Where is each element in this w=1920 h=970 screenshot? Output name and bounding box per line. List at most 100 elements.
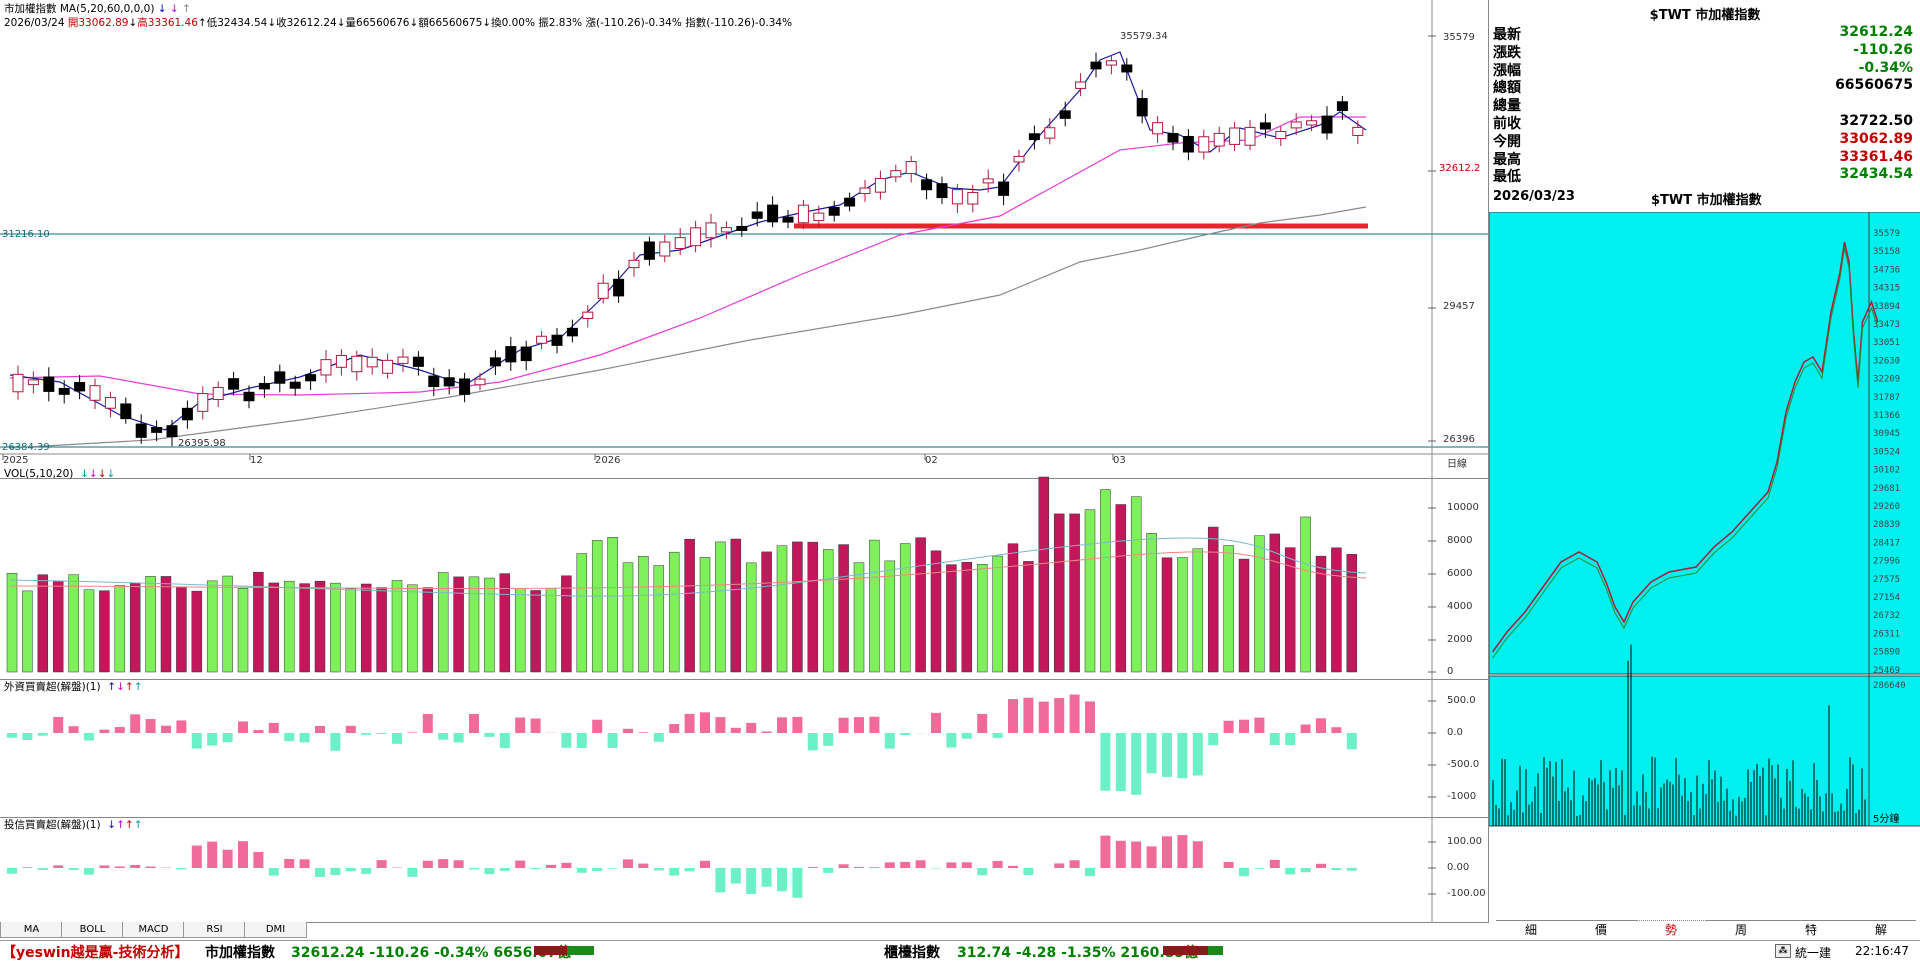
candle-body: [197, 393, 209, 412]
trust-bar: [22, 867, 33, 868]
volume-bar: [730, 538, 742, 673]
quote-value: 33361.46: [1839, 148, 1913, 165]
trust-bar: [68, 868, 79, 870]
x-label-12: 12: [250, 455, 263, 466]
trust-bar: [1085, 868, 1095, 877]
tab-dmi[interactable]: DMI: [244, 922, 307, 938]
volume-bar: [1146, 533, 1157, 673]
trust-axis-label: 0.00: [1447, 862, 1470, 873]
quote-tab[interactable]: 價: [1566, 920, 1636, 938]
mini-price-label: 33894: [1873, 302, 1900, 312]
foreign-bar: [530, 718, 541, 733]
volume-bar: [176, 586, 187, 673]
index1-values: 32612.24 -110.26 -0.34% 6656.07億: [291, 945, 572, 961]
foreign-axis-label: 500.0: [1447, 695, 1476, 706]
index1-bar: [534, 946, 594, 955]
mini-price-label: 26732: [1873, 611, 1900, 621]
quote-tab[interactable]: 特: [1776, 920, 1846, 938]
volume-bar: [1269, 533, 1281, 673]
volume-bar: [1284, 547, 1296, 673]
candle-body: [1167, 132, 1179, 143]
tab-boll[interactable]: BOLL: [61, 922, 124, 938]
foreign-bar: [561, 733, 572, 748]
foreign-bar: [1162, 733, 1172, 777]
foreign-bar: [607, 733, 618, 749]
trust-bar: [53, 865, 64, 868]
foreign-net-chart[interactable]: [0, 679, 1488, 817]
foreign-bar: [222, 733, 233, 743]
volume-bar: [160, 576, 172, 673]
quote-tab[interactable]: 周: [1706, 920, 1776, 938]
promo-text[interactable]: 【yeswin越是贏-技術分析】: [2, 945, 189, 961]
foreign-bar: [1023, 697, 1034, 733]
volume-bar: [622, 562, 634, 673]
candle-body: [228, 378, 240, 390]
candle-body: [1336, 101, 1348, 112]
volume-bar: [745, 562, 757, 673]
volume-bar: [838, 544, 849, 673]
quote-label: 漲跌: [1493, 44, 1521, 61]
candle-body: [1244, 126, 1256, 146]
trust-bar: [376, 860, 387, 868]
intraday-chart[interactable]: 35579 35158 34736 34315 33894 33473 33051 32630…: [1489, 212, 1920, 862]
volume-chart[interactable]: [0, 468, 1488, 679]
foreign-axis-label: -500.0: [1447, 759, 1480, 770]
trust-bar: [253, 851, 264, 868]
tool-label[interactable]: 統一建: [1795, 946, 1832, 960]
foreign-bar: [684, 713, 695, 733]
foreign-bar: [176, 720, 187, 733]
candle-body: [1105, 60, 1117, 66]
tab-rsi[interactable]: RSI: [183, 922, 246, 938]
candle-body: [58, 387, 70, 395]
trust-bar: [715, 868, 726, 893]
quote-tab[interactable]: 解: [1846, 920, 1916, 938]
candle-body: [582, 311, 594, 320]
volume-bar: [776, 545, 788, 673]
mini-price-label: 31366: [1873, 411, 1900, 421]
quote-tab[interactable]: 細: [1496, 920, 1566, 938]
mini-interval-label: 5分鐘: [1873, 812, 1899, 825]
trust-bar: [499, 868, 510, 871]
foreign-bar: [315, 726, 325, 733]
candle-body: [1152, 122, 1164, 135]
candle-body: [967, 192, 979, 205]
trust-bar: [1008, 865, 1018, 868]
vol-axis-label: 8000: [1447, 535, 1473, 546]
volume-bar: [545, 588, 557, 673]
volume-bar: [283, 580, 295, 673]
quote-row: 漲幅 -0.34%: [1493, 60, 1913, 79]
quote-tab[interactable]: 勢: [1636, 920, 1706, 938]
tab-macd[interactable]: MACD: [122, 922, 185, 938]
trust-bar: [1269, 859, 1280, 868]
trust-bar: [977, 868, 988, 876]
volume-bar: [83, 589, 95, 673]
ma-arrow: ↓: [157, 3, 167, 15]
foreign-bar: [330, 733, 341, 751]
volume-bar: [976, 564, 988, 673]
candle-body: [520, 346, 532, 362]
mini-price-line: [1491, 241, 1879, 653]
quote-row: 最低 32434.54: [1493, 166, 1913, 185]
volume-bar: [530, 590, 541, 673]
candle-body: [335, 354, 347, 368]
ohlc-field: 開33062.89: [67, 17, 129, 29]
price-axis-label-high: 35579: [1443, 32, 1475, 43]
foreign-bar: [1038, 701, 1049, 733]
trust-bar: [1239, 868, 1249, 877]
chart-tool-icon[interactable]: ⁂: [1775, 944, 1791, 958]
tab-ma[interactable]: MA: [0, 922, 63, 938]
vol-axis-label: 4000: [1447, 601, 1473, 612]
volume-bar: [6, 572, 18, 673]
trust-net-chart[interactable]: [0, 817, 1488, 922]
candle-body: [74, 382, 86, 392]
price-candlestick-chart[interactable]: [0, 0, 1488, 478]
volume-bar: [1192, 548, 1204, 673]
candle-body: [258, 382, 270, 390]
foreign-bar: [838, 717, 849, 733]
volume-bar: [99, 590, 110, 673]
trust-bar: [915, 860, 926, 868]
x-axis-unit: 日線: [1447, 459, 1467, 470]
trust-bar: [268, 868, 279, 876]
ohlc-field: ↓: [267, 17, 277, 29]
trust-bar: [530, 868, 541, 870]
